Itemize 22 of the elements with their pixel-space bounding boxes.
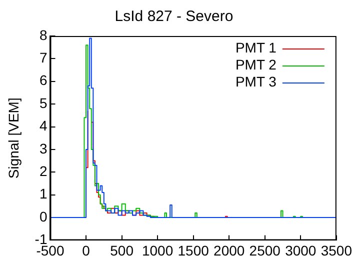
y-tick-label: 6	[39, 72, 48, 88]
y-tick-label: 5	[39, 94, 48, 111]
x-tick-label: 2000	[214, 242, 245, 258]
x-tick-label: 0	[82, 242, 90, 258]
legend-label: PMT 2	[235, 56, 277, 72]
y-tick-label: 0	[39, 208, 48, 224]
y-axis-title: Signal [VEM]	[5, 98, 22, 179]
y-tick-label: 3	[39, 140, 48, 156]
x-tick-label: 500	[110, 242, 134, 258]
y-tick-label: 8	[39, 26, 48, 43]
y-tick-label: 1	[39, 186, 48, 202]
y-tick-label: 2	[39, 162, 48, 179]
x-tick-label: 1000	[142, 242, 174, 258]
legend-label: PMT 1	[235, 39, 277, 56]
x-tick-label: 2500	[249, 242, 281, 258]
y-tick-label: 7	[39, 50, 48, 66]
x-tick-label: 3500	[320, 242, 352, 258]
x-tick-label: 3000	[285, 242, 316, 258]
y-tick-label: 4	[39, 118, 48, 134]
x-tick-label: 1500	[178, 242, 210, 258]
chart-title: LsId 827 - Severo	[114, 8, 234, 26]
legend-label: PMT 3	[235, 73, 277, 90]
